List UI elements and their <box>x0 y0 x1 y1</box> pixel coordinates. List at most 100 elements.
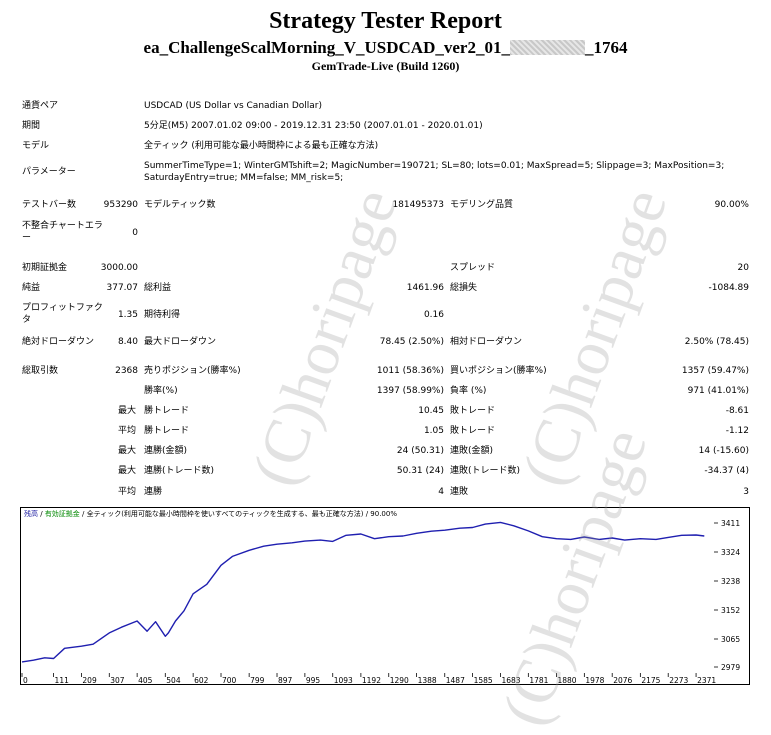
x-tick-label: 897 <box>278 676 293 685</box>
symbol-label: 通貨ペア <box>22 101 59 111</box>
net-label: 純益 <box>22 283 41 293</box>
cons-win-tr-value: 50.31 (24) <box>396 466 444 476</box>
expected-value: 0.16 <box>423 310 444 320</box>
cons-win-tr-label: 連勝(トレード数) <box>144 466 215 476</box>
x-tick-label: 2175 <box>641 676 660 685</box>
chart-frame <box>20 507 750 685</box>
x-tick-label: 1585 <box>474 676 493 685</box>
win-value: 1397 (58.99%) <box>376 386 444 396</box>
x-tick-label: 405 <box>138 676 153 685</box>
x-tick-label: 504 <box>166 676 181 685</box>
legend-sep: / <box>38 510 45 518</box>
pf-value: 1.35 <box>117 310 138 320</box>
x-tick-label: 995 <box>306 676 321 685</box>
x-tick-label: 799 <box>250 676 265 685</box>
cons-loss-tr-label: 連敗(トレード数) <box>450 466 521 476</box>
max-loss-value: -8.61 <box>725 406 749 416</box>
symbol-value: USDCAD (US Dollar vs Canadian Dollar) <box>144 101 323 111</box>
max-word: 最大 <box>118 466 137 476</box>
deposit-value: 3000.00 <box>100 263 138 273</box>
net-value: 377.07 <box>106 283 139 293</box>
bars-value: 953290 <box>103 200 138 210</box>
total-trades-label: 総取引数 <box>22 366 59 376</box>
quality-value: 90.00% <box>714 200 749 210</box>
params-value: SummerTimeType=1; WinterGMTshift=2; Magi… <box>144 161 725 183</box>
avg-cons-loss-value: 3 <box>743 487 749 497</box>
cons-loss-amt-label: 連敗(金額) <box>450 446 494 456</box>
balance-chart-svg: 残高 / 有効証拠金 / 全ティック(利用可能な最小時間枠を使いすべてのティック… <box>20 507 750 685</box>
model-value: 全ティック (利用可能な最小時間枠による最も正確な方法) <box>144 141 379 151</box>
x-tick-label: 209 <box>82 676 97 685</box>
chart-legend: 残高 / 有効証拠金 / 全ティック(利用可能な最小時間枠を使いすべてのティック… <box>24 509 397 518</box>
deposit-label: 初期証拠金 <box>22 263 68 273</box>
period-value: 5分足(M5) 2007.01.02 09:00 - 2019.12.31 23… <box>144 121 483 131</box>
y-tick-label: 3152 <box>721 606 740 615</box>
ea-name-suffix: _1764 <box>584 38 628 57</box>
x-tick-label: 1781 <box>529 676 548 685</box>
loss-label: 負率 (%) <box>450 386 487 396</box>
gross-profit-value: 1461.96 <box>406 283 444 293</box>
mismatch-label: 不整合チャートエラー <box>22 221 103 243</box>
abs-dd-label: 絶対ドローダウン <box>22 337 95 347</box>
avg-win-value: 1.05 <box>423 426 444 436</box>
short-label: 売りポジション(勝率%) <box>144 366 241 376</box>
y-tick-label: 3238 <box>721 577 740 586</box>
ticks-value: 181495373 <box>392 200 444 210</box>
legend-balance: 残高 <box>24 509 38 518</box>
ea-name-prefix: ea_ChallengeScalMorning_V_USDCAD_ver2_01… <box>143 38 510 57</box>
quality-label: モデリング品質 <box>450 200 514 210</box>
x-tick-label: 1683 <box>501 676 520 685</box>
ea-name: ea_ChallengeScalMorning_V_USDCAD_ver2_01… <box>0 38 771 58</box>
x-tick-label: 1093 <box>334 676 353 685</box>
ticks-label: モデルティック数 <box>144 200 216 210</box>
cons-win-amt-value: 24 (50.31) <box>396 446 444 456</box>
avg-loss-label: 敗トレード <box>450 426 496 436</box>
legend-sep: / <box>80 510 87 518</box>
x-tick-label: 111 <box>55 676 70 685</box>
x-tick-label: 307 <box>110 676 125 685</box>
cons-loss-tr-value: -34.37 (4) <box>704 466 749 476</box>
y-tick-label: 3411 <box>721 519 740 528</box>
avg-cons-loss-label: 連敗 <box>450 487 469 497</box>
cons-win-amt-label: 連勝(金額) <box>144 446 188 456</box>
avg-win-label: 勝トレード <box>144 426 190 436</box>
x-tick-label: 2273 <box>669 676 688 685</box>
legend-model: 全ティック(利用可能な最小時間枠を使いすべてのティックを生成する、最も正確な方法… <box>87 509 398 518</box>
avg-loss-value: -1.12 <box>725 426 749 436</box>
x-tick-label: 1880 <box>557 676 576 685</box>
redacted-mask <box>509 40 585 55</box>
y-tick-label: 2979 <box>721 663 740 672</box>
build-info: GemTrade-Live (Build 1260) <box>311 59 460 73</box>
params-label: パラメーター <box>22 167 76 177</box>
gross-loss-value: -1084.89 <box>708 283 749 293</box>
max-dd-label: 最大ドローダウン <box>144 337 217 347</box>
bars-label: テストバー数 <box>22 200 77 210</box>
rel-dd-label: 相対ドローダウン <box>450 337 523 347</box>
model-label: モデル <box>22 141 50 151</box>
avg-word: 平均 <box>118 487 137 497</box>
loss-value: 971 (41.01%) <box>687 386 749 396</box>
long-label: 買いポジション(勝率%) <box>450 366 547 376</box>
avg-cons-win-label: 連勝 <box>144 487 163 497</box>
y-axis: 3411 3324 3238 3152 3065 2979 <box>714 519 740 672</box>
cons-loss-amt-value: 14 (-15.60) <box>698 446 749 456</box>
short-value: 1011 (58.36%) <box>376 366 444 376</box>
balance-chart: 残高 / 有効証拠金 / 全ティック(利用可能な最小時間枠を使いすべてのティック… <box>20 507 750 685</box>
legend-equity: 有効証拠金 <box>45 509 80 518</box>
balance-line <box>21 521 705 663</box>
abs-dd-value: 8.40 <box>117 337 138 347</box>
max-win-value: 10.45 <box>418 406 444 416</box>
period-label: 期間 <box>22 121 41 131</box>
max-word: 最大 <box>118 406 137 416</box>
spread-value: 20 <box>737 263 749 273</box>
x-tick-label: 602 <box>194 676 209 685</box>
x-tick-label: 1978 <box>585 676 604 685</box>
mismatch-value: 0 <box>132 228 138 238</box>
x-tick-label: 1192 <box>362 676 381 685</box>
win-label: 勝率(%) <box>144 386 178 396</box>
x-axis: 0 111 209 307 405 504 602 700 799 897 995 1093 1192 1… <box>21 673 716 685</box>
max-win-label: 勝トレード <box>144 406 190 416</box>
max-loss-label: 敗トレード <box>450 406 496 416</box>
y-tick-label: 3324 <box>721 548 740 557</box>
avg-word: 平均 <box>118 426 137 436</box>
